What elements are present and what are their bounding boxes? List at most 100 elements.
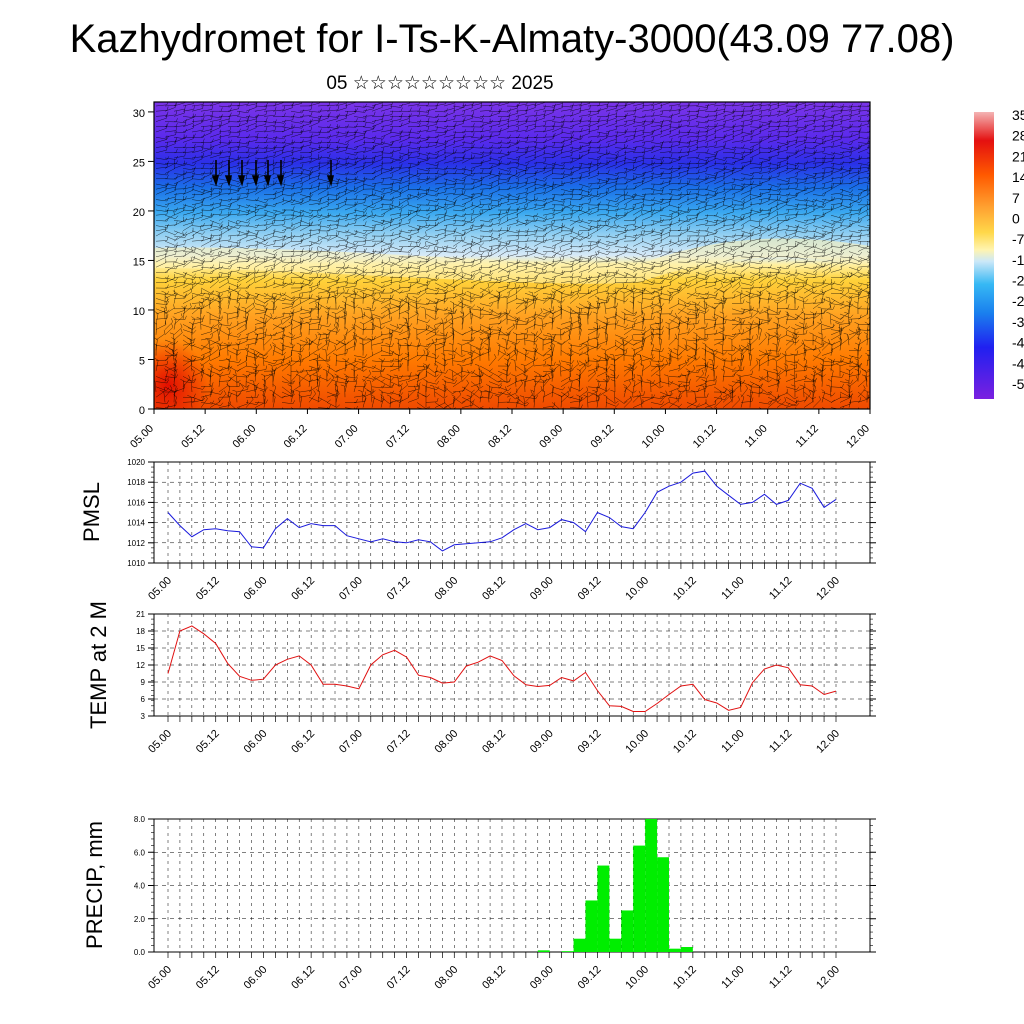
strong-wind-barb bbox=[237, 160, 246, 187]
wind-barbs bbox=[154, 102, 870, 409]
precip-bar bbox=[680, 947, 693, 952]
precip-bar bbox=[561, 951, 574, 952]
strong-wind-barb bbox=[211, 160, 220, 187]
y-tick-label: 1018 bbox=[127, 478, 145, 487]
colorbar-label: -14 bbox=[1012, 252, 1024, 268]
x-tick-label: 07.00 bbox=[337, 964, 365, 992]
x-tick-label: 06.00 bbox=[242, 728, 270, 756]
x-tick-label: 10.12 bbox=[671, 728, 699, 756]
x-tick-label: 08.12 bbox=[480, 728, 508, 756]
colorbar-label: -21 bbox=[1012, 273, 1024, 289]
x-tick-label: 12.00 bbox=[814, 964, 842, 992]
colorbar-label: -42 bbox=[1012, 335, 1024, 351]
precip-bar bbox=[537, 950, 550, 952]
x-tick-label: 09.00 bbox=[528, 964, 556, 992]
strong-wind-barb bbox=[276, 160, 285, 187]
x-tick-label: 09.00 bbox=[537, 423, 565, 451]
x-tick-label: 12.00 bbox=[844, 423, 872, 451]
colorbar: 35 28 21 14 7 0 -7 -14 -21 -28 -35 -42 -49 -56 bbox=[974, 107, 1024, 399]
y-tick-label: 3 bbox=[141, 712, 146, 721]
colorbar-label: -28 bbox=[1012, 293, 1024, 309]
x-tick-label: 11.12 bbox=[767, 575, 794, 602]
pmsl-series-line bbox=[167, 470, 837, 552]
colorbar-label: -56 bbox=[1012, 376, 1024, 392]
x-tick-label: 06.12 bbox=[289, 575, 317, 603]
y-tick-label: 6.0 bbox=[134, 848, 146, 857]
colorbar-label: 7 bbox=[1012, 190, 1020, 206]
precip-panel: 0.0 2.0 4.0 6.0 8.0 05.00 05.12 06.00 06.12 07.00… bbox=[82, 815, 876, 992]
x-tick-label: 07.00 bbox=[337, 728, 365, 756]
x-tick-label: 06.12 bbox=[282, 423, 310, 451]
y-tick-label: 1010 bbox=[127, 559, 145, 568]
x-tick-label: 10.00 bbox=[623, 575, 651, 603]
x-tick-label: 08.00 bbox=[432, 964, 460, 992]
x-tick-label: 09.00 bbox=[528, 728, 556, 756]
x-tick-label: 05.00 bbox=[146, 728, 174, 756]
x-tick-label: 06.00 bbox=[242, 575, 270, 603]
y-tick-label: 25 bbox=[133, 157, 145, 169]
x-tick-label: 06.00 bbox=[242, 964, 270, 992]
precip-bar bbox=[633, 845, 646, 952]
x-tick-label: 09.12 bbox=[576, 575, 604, 603]
y-tick-label: 2.0 bbox=[134, 915, 146, 924]
x-tick-label: 05.12 bbox=[179, 423, 207, 451]
x-tick-label: 05.12 bbox=[194, 575, 222, 603]
x-tick-label: 09.00 bbox=[528, 575, 556, 603]
strong-wind-barb bbox=[224, 160, 233, 187]
x-tick-label: 08.12 bbox=[486, 423, 514, 451]
y-tick-label: 18 bbox=[136, 627, 145, 636]
x-tick-label: 07.00 bbox=[333, 423, 361, 451]
chart-subtitle: 05 ☆☆☆☆☆☆☆☆☆ 2025 bbox=[326, 73, 554, 94]
strong-wind-barb bbox=[251, 160, 260, 187]
x-tick-label: 10.00 bbox=[623, 728, 651, 756]
precip-bar bbox=[609, 938, 622, 952]
x-tick-label: 07.12 bbox=[385, 964, 413, 992]
precip-bar bbox=[573, 938, 586, 952]
colorbar-label: 0 bbox=[1012, 210, 1020, 226]
precip-ylabel: PRECIP, mm bbox=[82, 821, 107, 949]
y-tick-label: 1014 bbox=[127, 519, 145, 528]
y-tick-label: 10 bbox=[133, 306, 145, 318]
x-tick-label: 08.00 bbox=[435, 423, 463, 451]
y-tick-label: 15 bbox=[133, 256, 145, 268]
colorbar-label: 28 bbox=[1012, 128, 1024, 144]
x-tick-label: 06.12 bbox=[289, 964, 317, 992]
colorbar-label: 21 bbox=[1012, 148, 1024, 164]
colorbar-ramp bbox=[974, 112, 994, 399]
x-tick-label: 05.00 bbox=[146, 575, 174, 603]
strong-wind-barb bbox=[326, 160, 335, 187]
x-tick-label: 10.12 bbox=[671, 964, 699, 992]
precip-bar bbox=[585, 900, 598, 952]
x-tick-label: 05.00 bbox=[128, 423, 156, 451]
x-tick-label: 09.12 bbox=[576, 728, 604, 756]
x-tick-label: 08.12 bbox=[480, 575, 508, 603]
x-tick-label: 06.12 bbox=[289, 728, 317, 756]
precip-bar bbox=[657, 857, 669, 952]
colorbar-label: 35 bbox=[1012, 107, 1024, 123]
temp-ylabel: TEMP at 2 M bbox=[86, 601, 111, 729]
y-tick-label: 4.0 bbox=[134, 882, 146, 891]
y-tick-label: 20 bbox=[133, 207, 145, 219]
x-tick-label: 10.12 bbox=[671, 575, 699, 603]
x-tick-label: 11.12 bbox=[767, 728, 794, 755]
x-tick-label: 09.12 bbox=[588, 423, 616, 451]
x-tick-label: 12.00 bbox=[814, 728, 842, 756]
cross-section-panel: 0 5 10 15 20 25 30 05.00 05.12 06.00 06.12 07.00 07… bbox=[128, 101, 872, 451]
x-tick-label: 07.12 bbox=[385, 728, 413, 756]
y-tick-label: 0 bbox=[139, 405, 145, 417]
colorbar-label: -49 bbox=[1012, 355, 1024, 371]
precip-bar bbox=[669, 948, 681, 952]
x-tick-label: 12.00 bbox=[814, 575, 842, 603]
temp-series-line bbox=[167, 625, 837, 712]
strong-wind-barb bbox=[263, 160, 272, 187]
temp-frame bbox=[153, 613, 871, 717]
y-tick-label: 9 bbox=[141, 678, 146, 687]
y-tick-label: 1020 bbox=[127, 458, 145, 467]
precip-frame bbox=[153, 818, 871, 953]
x-tick-label: 05.12 bbox=[194, 728, 222, 756]
precip-bar bbox=[597, 865, 610, 952]
chart-title: Kazhydromet for I-Ts-K-Almaty-3000(43.09… bbox=[69, 17, 955, 61]
y-tick-label: 6 bbox=[141, 695, 146, 704]
x-tick-label: 11.12 bbox=[767, 964, 794, 991]
